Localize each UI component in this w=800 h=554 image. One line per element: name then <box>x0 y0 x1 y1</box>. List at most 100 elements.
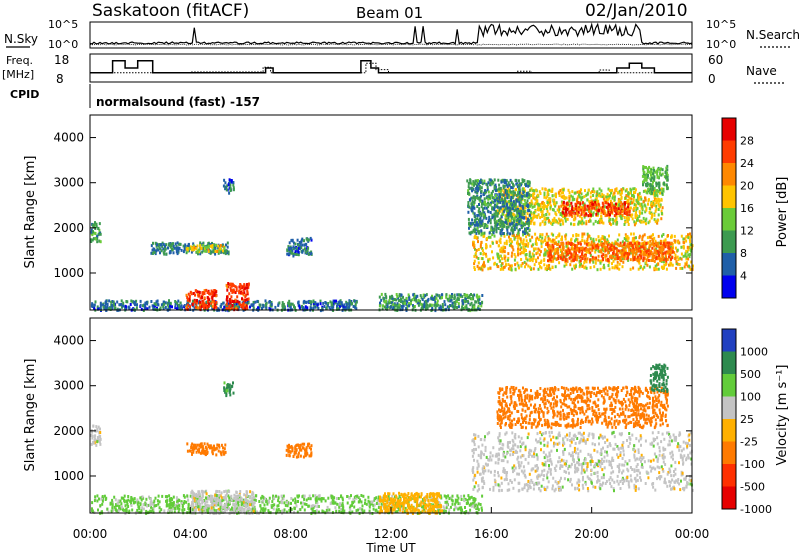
cell-11 <box>600 219 603 223</box>
cell-11 <box>509 219 512 223</box>
cell-10 <box>561 244 564 248</box>
cell-13 <box>479 224 482 228</box>
cell-11 <box>586 198 589 202</box>
cell-11 <box>627 223 630 226</box>
cell-10 <box>655 241 658 245</box>
cell-11 <box>637 195 640 199</box>
cell-6 <box>413 298 416 302</box>
cell-5 <box>236 305 239 309</box>
cell-7 <box>197 306 200 310</box>
cell-9 <box>560 238 563 241</box>
cell-13 <box>483 179 486 183</box>
cell-5 <box>116 300 119 304</box>
cell-9 <box>516 240 519 244</box>
cell-11 <box>645 222 647 226</box>
cell-13 <box>506 228 509 232</box>
cell-1 <box>204 449 207 453</box>
cell-3 <box>299 241 302 245</box>
cell-11 <box>580 198 583 202</box>
cell-11 <box>565 196 568 200</box>
cell-14 <box>656 174 659 178</box>
cell-10 <box>642 258 645 262</box>
cell-11 <box>550 221 552 225</box>
cell-9 <box>506 258 509 262</box>
cell-12 <box>628 213 631 217</box>
cell-9 <box>477 240 479 244</box>
cell-11 <box>635 211 637 215</box>
cell-14 <box>644 175 647 179</box>
cell-9 <box>493 234 496 238</box>
cell-7 <box>215 305 218 309</box>
cell-11 <box>563 216 566 220</box>
cell-13 <box>493 212 496 216</box>
cell-11 <box>571 198 574 202</box>
cell-8 <box>243 298 246 302</box>
cell-14 <box>641 174 644 178</box>
cell-5 <box>238 305 241 309</box>
cell-11 <box>579 221 582 225</box>
cell-9 <box>554 249 557 253</box>
cell-3 <box>300 238 303 242</box>
cell-9 <box>623 237 626 240</box>
cell-10 <box>658 253 660 257</box>
cell-13 <box>483 200 486 204</box>
cell-6 <box>423 305 426 309</box>
cell-11 <box>651 212 653 216</box>
cell-8 <box>231 304 234 307</box>
cell-14 <box>666 187 669 191</box>
cell-9 <box>680 257 683 261</box>
cell-10 <box>573 247 576 251</box>
cell-7 <box>199 303 202 306</box>
cell-8 <box>246 286 249 290</box>
frequency-panel: Freq. [MHz] 18 8 60 0 Nave <box>2 53 784 86</box>
cell-9 <box>629 251 632 255</box>
cell-6 <box>405 307 408 311</box>
cell-13 <box>494 204 497 208</box>
cell-11 <box>601 195 604 199</box>
cell-11 <box>582 221 585 225</box>
cell-8 <box>235 300 238 304</box>
cell-3 <box>304 242 307 246</box>
cell-9 <box>475 255 478 259</box>
cell-11 <box>590 200 592 204</box>
cell-11 <box>657 208 660 211</box>
cell-1 <box>178 246 181 250</box>
cell-9 <box>557 240 560 244</box>
cell-1 <box>226 245 229 249</box>
cell-9 <box>510 266 513 270</box>
cell-12 <box>562 200 565 204</box>
cell-1 <box>193 443 195 447</box>
cell-2 <box>301 442 304 446</box>
cell-1 <box>224 450 227 454</box>
cell-1 <box>192 450 195 454</box>
cell-9 <box>545 243 547 246</box>
cell-13 <box>505 226 508 229</box>
cell-13 <box>477 182 480 186</box>
cell-11 <box>544 188 547 192</box>
cell-13 <box>509 222 512 226</box>
cell-4 <box>230 180 233 184</box>
cell-11 <box>634 213 637 217</box>
cell-10 <box>654 250 657 254</box>
power-cells <box>90 164 694 313</box>
cell-13 <box>498 192 501 196</box>
cell-11 <box>647 199 650 203</box>
cell-11 <box>595 194 598 198</box>
cell-11 <box>573 214 576 218</box>
cell-9 <box>655 267 658 271</box>
cell-11 <box>592 211 595 215</box>
cell-7 <box>214 290 217 294</box>
cell-13 <box>497 222 500 226</box>
cell-9 <box>522 248 525 252</box>
cell-12 <box>575 202 578 206</box>
cell-2 <box>303 442 306 446</box>
cell-11 <box>573 218 576 222</box>
cell-11 <box>508 219 511 223</box>
cell-10 <box>585 242 588 246</box>
cell-10 <box>637 259 640 263</box>
cell-11 <box>561 219 564 223</box>
cell-8 <box>242 293 245 297</box>
cell-10 <box>613 257 616 261</box>
cell-6 <box>380 292 383 296</box>
cell-11 <box>630 188 633 192</box>
